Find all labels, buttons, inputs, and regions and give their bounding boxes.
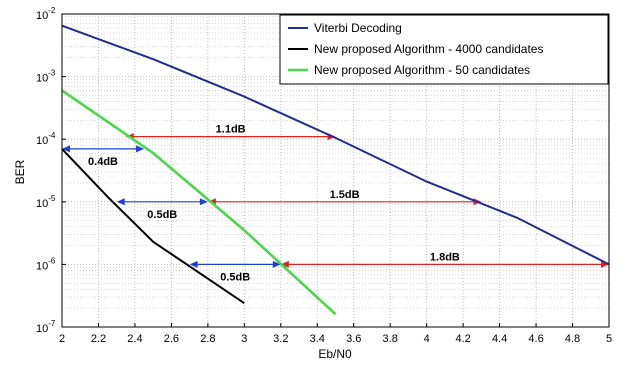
y-axis-label: BER xyxy=(13,159,27,184)
annotations: 1.1dB 0.4dB 1.5dB 0.5dB 1.8dB 0.5dB xyxy=(62,124,609,283)
x-tick-label: 4.4 xyxy=(492,333,507,345)
x-tick-label: 4 xyxy=(424,333,430,345)
x-tick-label: 3.6 xyxy=(346,333,361,345)
annotation-label: 1.1dB xyxy=(216,124,246,136)
y-tick-label: 10-4 xyxy=(36,131,56,147)
series-line-2 xyxy=(61,148,245,305)
annotation-label: 0.4dB xyxy=(88,156,118,168)
legend-box xyxy=(279,14,609,85)
legend-label-1: Viterbi Decoding xyxy=(314,21,402,35)
annotation-5: 1.8dB xyxy=(280,251,609,268)
annotation-arrowhead-left xyxy=(189,260,198,268)
annotation-label: 1.5dB xyxy=(330,189,360,201)
annotation-arrowhead-right xyxy=(136,145,145,153)
annotation-4: 0.5dB xyxy=(116,198,208,221)
y-tick-label: 10-7 xyxy=(36,319,56,335)
legend-label-3: New proposed Algorithm - 50 candidates xyxy=(314,63,530,77)
annotation-2: 0.4dB xyxy=(62,145,145,168)
annotation-label: 0.5dB xyxy=(220,271,250,283)
y-tick-label: 10-3 xyxy=(36,69,56,85)
series-line-1 xyxy=(61,24,610,266)
annotation-arrowhead-right xyxy=(601,260,609,268)
x-tick-label: 2.2 xyxy=(91,333,106,345)
x-ticks: 2 2.2 2.4 2.6 2.8 3 3.2 3.4 3.6 3.8 4 4.2 4.4 4.6 4.8 5 xyxy=(59,323,612,345)
x-tick-label: 2.6 xyxy=(164,333,179,345)
annotation-label: 0.5dB xyxy=(147,209,177,221)
annotation-arrowhead-right xyxy=(199,198,208,206)
x-tick-label: 2.8 xyxy=(200,333,215,345)
x-tick-label: 3.4 xyxy=(310,333,325,345)
x-tick-label: 2.4 xyxy=(127,333,142,345)
annotation-arrowhead-left xyxy=(116,198,125,206)
x-tick-label: 3.8 xyxy=(383,333,398,345)
series-lines xyxy=(61,24,610,316)
y-tick-label: 10-5 xyxy=(36,194,56,210)
annotation-arrowhead-left xyxy=(280,260,289,268)
annotation-arrowhead-left xyxy=(62,145,70,153)
legend-label-2: New proposed Algorithm - 4000 candidates xyxy=(314,42,543,56)
x-tick-label: 2 xyxy=(59,333,65,345)
x-tick-label: 4.6 xyxy=(528,333,543,345)
x-tick-label: 5 xyxy=(606,333,612,345)
x-tick-label: 4.2 xyxy=(455,333,470,345)
annotation-6: 0.5dB xyxy=(189,260,281,283)
series-line-3 xyxy=(61,89,337,316)
x-tick-label: 3 xyxy=(241,333,247,345)
legend-items: Viterbi Decoding New proposed Algorithm -… xyxy=(288,21,543,77)
annotation-label: 1.8dB xyxy=(430,251,460,263)
y-ticks: 10-7 10-6 10-5 10-4 10-3 10-2 xyxy=(36,6,66,335)
annotation-arrowhead-right xyxy=(272,260,281,268)
plot-frame xyxy=(61,13,610,328)
x-axis-label: Eb/N0 xyxy=(318,347,352,361)
x-tick-label: 4.8 xyxy=(565,333,580,345)
y-tick-label: 10-2 xyxy=(36,6,56,22)
x-tick-label: 3.2 xyxy=(273,333,288,345)
legend: Viterbi Decoding New proposed Algorithm -… xyxy=(279,14,609,85)
y-tick-label: 10-6 xyxy=(36,256,56,272)
